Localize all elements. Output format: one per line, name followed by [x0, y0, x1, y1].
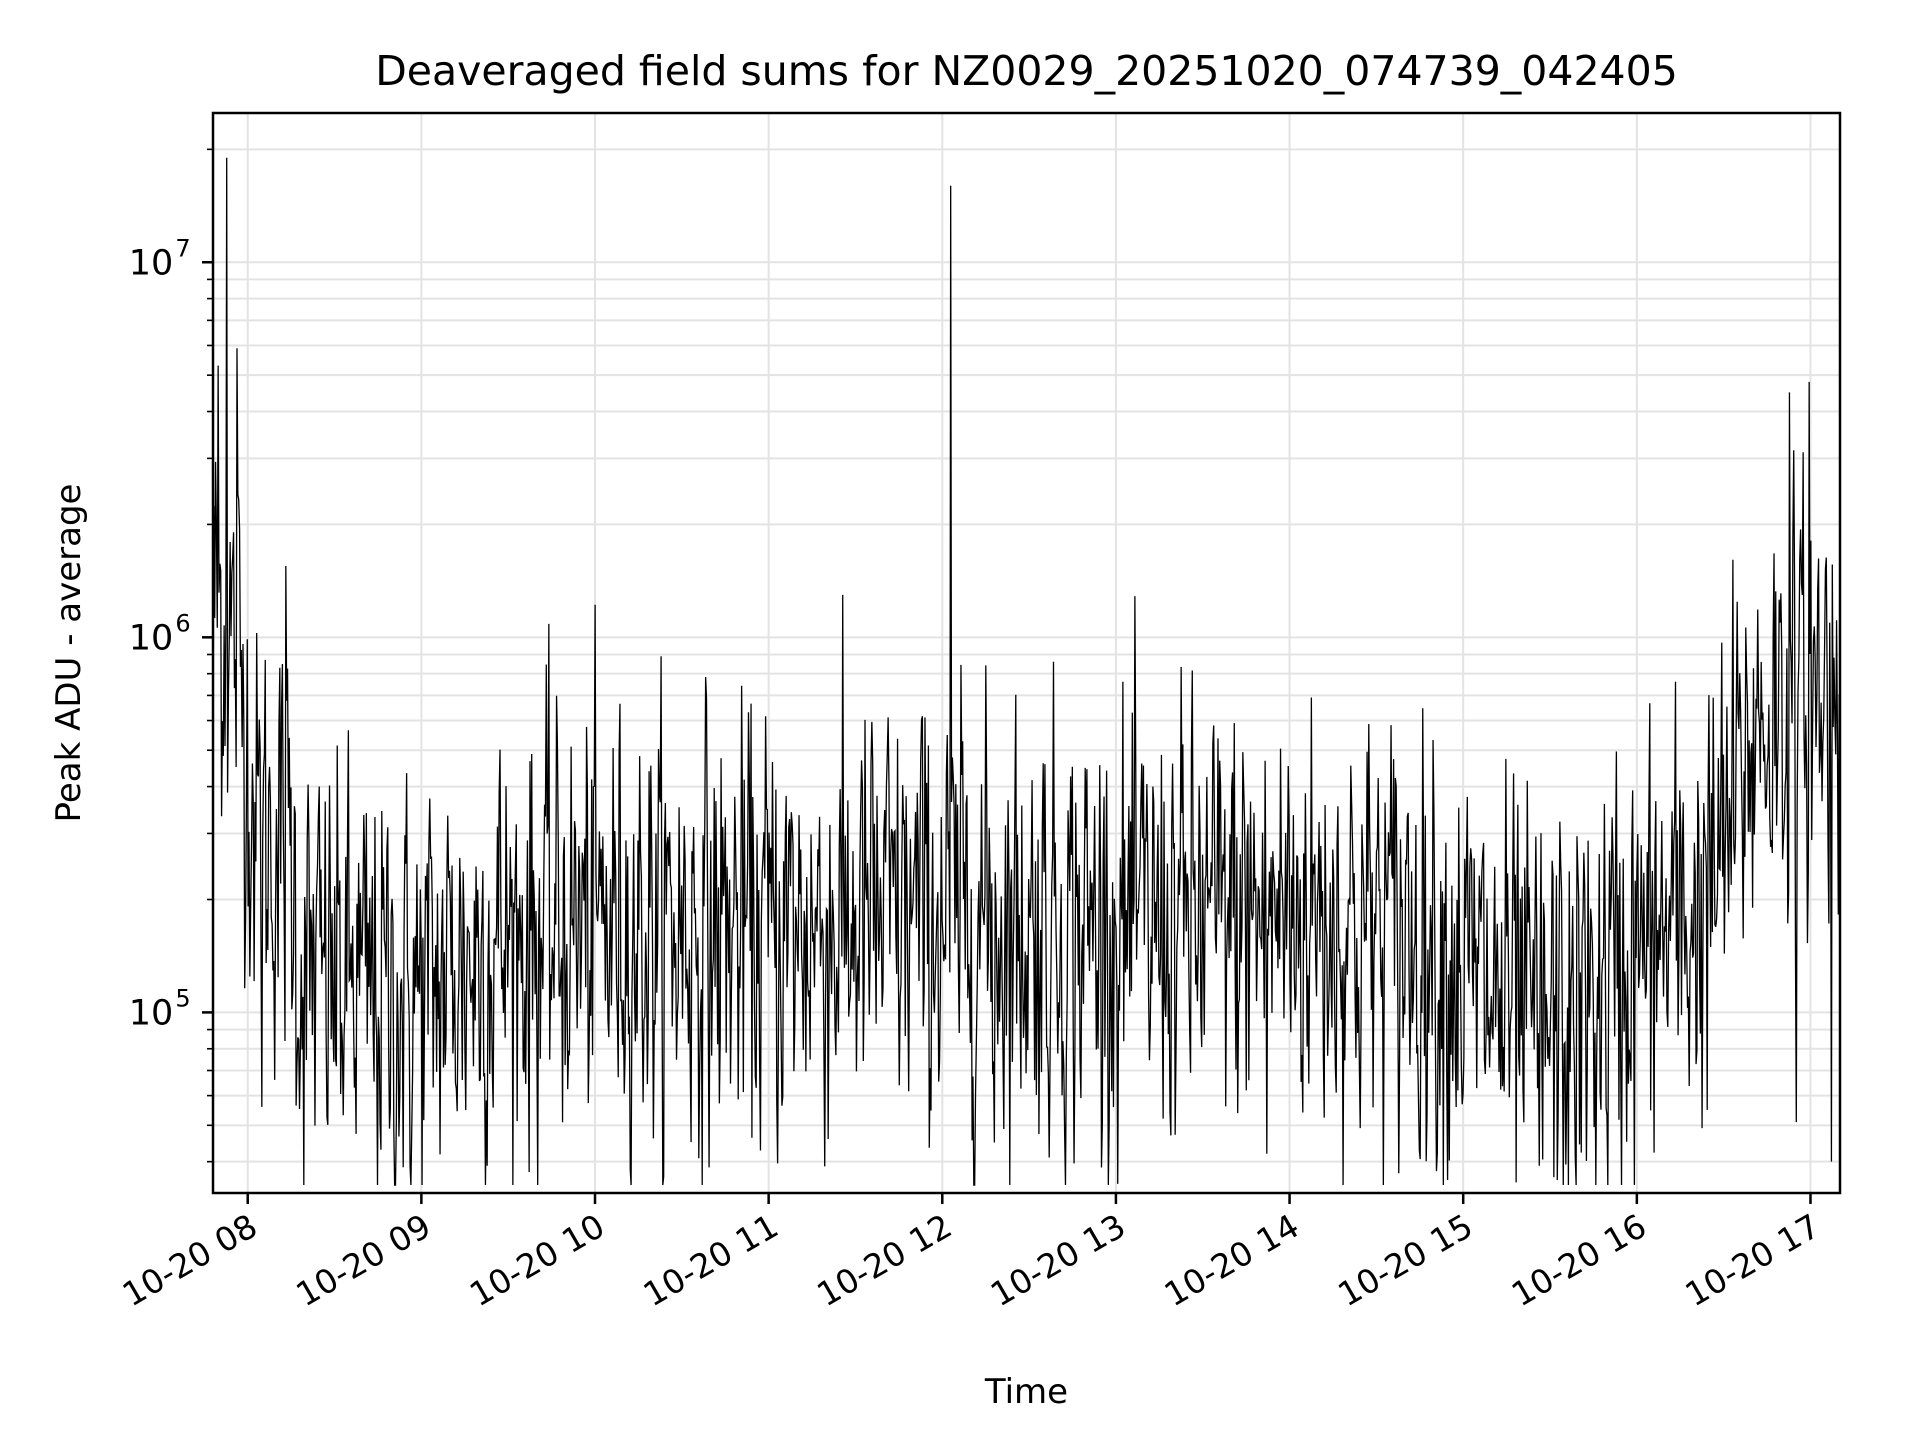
x-tick-label: 10-20 16 — [1505, 1206, 1653, 1314]
y-tick-base: 10 — [129, 243, 174, 283]
x-tick-label: 10-20 08 — [116, 1206, 264, 1314]
x-axis-label: Time — [984, 1372, 1068, 1412]
x-tick-label: 10-20 09 — [289, 1206, 437, 1314]
y-tick-label: 10 6 — [129, 609, 191, 658]
y-tick-exponent: 7 — [175, 234, 190, 262]
y-axis-label: Peak ADU - average — [49, 484, 89, 823]
y-tick-exponent: 6 — [175, 609, 190, 637]
series-line-0 — [212, 157, 1841, 1186]
series-layer — [212, 157, 1841, 1186]
x-tick-label: 10-20 10 — [463, 1206, 611, 1314]
y-tick-label: 10 5 — [129, 984, 191, 1033]
x-tick-label: 10-20 12 — [810, 1206, 958, 1314]
x-tick-label: 10-20 17 — [1678, 1206, 1826, 1314]
y-tick-base: 10 — [129, 993, 174, 1033]
y-tick-label: 10 7 — [129, 234, 191, 283]
y-tick-exponent: 5 — [175, 984, 190, 1012]
chart-title: Deaveraged field sums for NZ0029_2025102… — [375, 47, 1678, 95]
x-tick-label: 10-20 15 — [1331, 1206, 1479, 1314]
axes-frame — [211, 111, 1842, 1195]
x-tick-label: 10-20 11 — [637, 1206, 785, 1314]
x-tick-label: 10-20 13 — [984, 1206, 1132, 1314]
x-tick-label: 10-20 14 — [1158, 1206, 1306, 1314]
y-tick-base: 10 — [129, 618, 174, 658]
tick-layer: 10-20 08 10-20 09 10-20 10 10-20 11 10-20 12… — [116, 148, 1826, 1314]
